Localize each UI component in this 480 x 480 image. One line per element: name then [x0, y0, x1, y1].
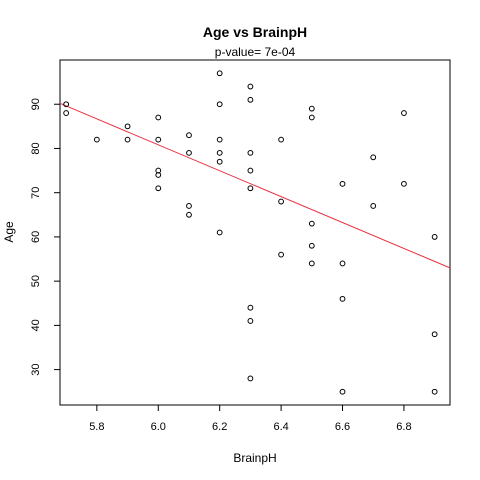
data-point [216, 158, 223, 165]
x-tick-label: 6.4 [273, 421, 288, 433]
data-point [247, 318, 254, 324]
plot-frame [59, 59, 451, 406]
y-tick-label: 70 [30, 187, 42, 199]
y-tick-label: 30 [30, 363, 42, 375]
x-tick-label: 6.0 [151, 421, 166, 433]
data-point [247, 83, 254, 90]
data-point [339, 388, 346, 395]
data-point [278, 136, 285, 143]
data-point [308, 242, 315, 249]
data-point [155, 114, 162, 121]
x-axis-label: BrainpH [233, 451, 276, 465]
data-point [63, 110, 70, 116]
data-point [186, 203, 192, 209]
data-point [308, 220, 315, 227]
data-point [247, 185, 254, 192]
data-point [370, 203, 377, 209]
data-point [216, 149, 223, 156]
data-point [93, 136, 100, 143]
data-point [431, 388, 438, 395]
data-point [186, 149, 192, 156]
data-point [186, 211, 192, 218]
y-tick-label: 90 [30, 98, 42, 110]
data-point [155, 185, 162, 192]
y-tick-label: 80 [30, 142, 42, 154]
x-tick-label: 6.8 [396, 421, 411, 433]
y-axis-label: Age [2, 221, 16, 243]
y-tick-label: 40 [30, 319, 42, 331]
data-point [339, 295, 346, 302]
data-point [370, 154, 377, 161]
plot-area: 5.8 6.0 6.2 6.4 6.6 6.8 30 40 50 60 70 80 90 [30, 59, 451, 433]
data-point [308, 105, 315, 112]
data-point [401, 110, 407, 116]
data-point [186, 132, 192, 139]
regression-line [59, 102, 451, 269]
data-point [247, 96, 254, 103]
data-point [247, 304, 254, 311]
data-point [339, 180, 346, 187]
chart-title: Age vs BrainpH [203, 24, 307, 40]
data-point [278, 251, 285, 258]
data-point [155, 136, 162, 143]
data-point [339, 260, 346, 267]
data-point [401, 180, 407, 187]
data-point [431, 331, 438, 338]
data-point [278, 198, 285, 205]
chart-subtitle: p-value= 7e-04 [215, 45, 296, 59]
x-tick-label: 6.2 [212, 421, 227, 433]
data-point [247, 375, 254, 382]
data-point [216, 136, 223, 143]
data-point [155, 172, 162, 178]
y-tick-label: 50 [30, 275, 42, 287]
x-tick-label: 6.6 [335, 421, 350, 433]
data-point [124, 136, 131, 143]
data-point [247, 149, 254, 156]
data-point [216, 70, 223, 77]
data-point [216, 101, 223, 108]
data-point [124, 123, 131, 130]
data-point [216, 229, 223, 236]
x-tick-label: 5.8 [89, 421, 104, 433]
data-point [308, 114, 315, 121]
y-tick-label: 60 [30, 231, 42, 243]
data-point [247, 167, 254, 174]
data-point [308, 260, 315, 267]
data-point [63, 101, 70, 108]
data-point [431, 234, 438, 240]
